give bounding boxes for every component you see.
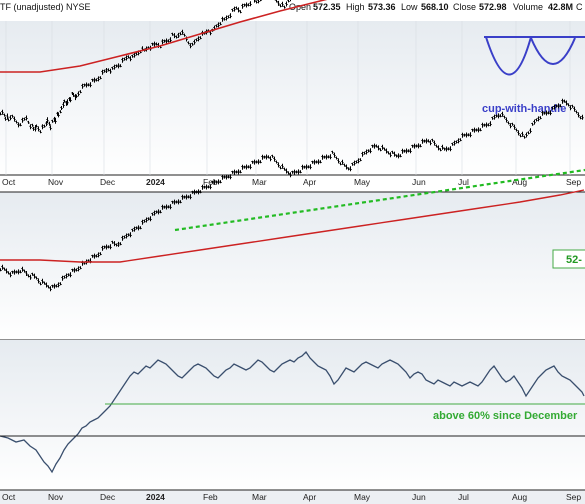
month-tick-label: 2024 — [146, 492, 165, 502]
month-tick-label: Oct — [2, 177, 16, 187]
rs-label-box — [552, 249, 585, 269]
month-tick-label: Nov — [48, 492, 64, 502]
close-value: 572.98 — [479, 2, 507, 12]
month-tick-label: Aug — [512, 177, 527, 187]
month-tick-label: Dec — [100, 492, 116, 502]
low-value: 568.10 — [421, 2, 449, 12]
month-tick-label: Jun — [412, 492, 426, 502]
breadth-panel: above 60% since December Oct Nov Dec 2024 Fe… — [0, 340, 585, 504]
handle-arc — [530, 37, 576, 65]
month-tick-label: Feb — [203, 492, 218, 502]
ticker-label: TF (unadjusted) NYSE — [0, 2, 91, 12]
header-cut-label: C — [576, 2, 583, 12]
rs-panel-background — [0, 192, 585, 340]
month-tick-label: Sep — [566, 177, 581, 187]
month-tick-label: Sep — [566, 492, 581, 502]
month-tick-label: Dec — [100, 177, 116, 187]
month-tick-label: Aug — [512, 492, 527, 502]
bottom-month-axis: Oct Nov Dec 2024 Feb Mar Apr May Jun Jul Aug Sep — [2, 492, 581, 502]
month-tick-label: Jun — [412, 177, 426, 187]
cup-with-handle-pattern — [484, 36, 585, 76]
month-tick-label: Jul — [458, 492, 469, 502]
high-value: 573.36 — [368, 2, 396, 12]
close-label: Close — [453, 2, 476, 12]
above-60-label: above 60% since December — [433, 410, 578, 422]
price-bars — [0, 0, 291, 134]
volume-label: Volume — [513, 2, 543, 12]
rs-moving-average — [0, 189, 585, 263]
cup-arc — [485, 36, 532, 76]
month-tick-label: Mar — [252, 177, 267, 187]
month-tick-label: Nov — [48, 177, 64, 187]
rs-trendline-dashed — [174, 168, 585, 232]
volume-value: 42.8M — [548, 2, 573, 12]
high-label: High — [346, 2, 365, 12]
month-tick-label: 2024 — [146, 177, 165, 187]
price-moving-average — [0, 0, 328, 73]
relative-strength-panel: 52- — [0, 98, 585, 341]
month-tick-label: Apr — [303, 492, 316, 502]
month-tick-label: Mar — [252, 492, 267, 502]
price-month-axis: Oct Nov Dec 2024 Feb Mar Apr May Jun Jul Aug Sep — [2, 177, 581, 187]
month-tick-label: Jul — [458, 177, 469, 187]
breadth-panel-background — [0, 340, 585, 490]
breadth-line — [0, 350, 585, 474]
low-label: Low — [401, 2, 418, 12]
open-value: 572.35 — [313, 2, 341, 12]
month-tick-label: May — [354, 492, 371, 502]
month-tick-label: Feb — [203, 177, 218, 187]
month-tick-label: Oct — [2, 492, 16, 502]
price-panel-background — [0, 21, 585, 175]
bottom-axis-band — [0, 490, 585, 504]
month-tick-label: Apr — [303, 177, 316, 187]
price-panel: cup-with-handle Oct Nov Dec 2024 Feb Mar Apr Ma… — [0, 0, 585, 187]
rs-annotation-label: 52- — [566, 254, 582, 266]
rs-bars — [0, 98, 584, 292]
month-tick-label: May — [354, 177, 371, 187]
open-label: Open — [289, 2, 311, 12]
chart-header: TF (unadjusted) NYSE Open 572.35 High 57… — [0, 2, 583, 35]
